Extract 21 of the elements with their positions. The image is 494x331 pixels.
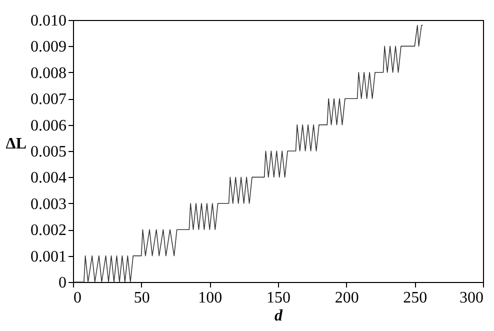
y-tick-label: 0.008: [30, 64, 66, 82]
x-tick-label: 0: [74, 290, 82, 306]
y-tick-label: 0.010: [30, 12, 66, 30]
x-tick-label: 300: [460, 290, 484, 306]
y-tick-label: 0.006: [30, 117, 66, 134]
line-series: [72, 24, 424, 282]
x-tick-label: 150: [266, 290, 290, 306]
y-tick-label: 0.005: [30, 144, 66, 160]
y-tick-label: 0.007: [30, 91, 66, 108]
y-tick-label: 0.001: [30, 248, 66, 266]
y-tick-label: 0.009: [30, 38, 66, 56]
y-tick-label: 0.002: [30, 222, 66, 240]
y-tick-label: 0: [58, 274, 66, 292]
x-tick-label: 200: [334, 290, 359, 306]
x-tick-label: 250: [403, 290, 428, 306]
x-tick-label: 100: [198, 290, 222, 306]
x-tick-label: 50: [134, 290, 150, 306]
y-tick-label: 0.004: [30, 170, 66, 187]
y-tick-label: 0.003: [30, 196, 66, 213]
y-axis-title: ΔL: [6, 136, 26, 152]
x-axis-title: d: [274, 308, 284, 324]
